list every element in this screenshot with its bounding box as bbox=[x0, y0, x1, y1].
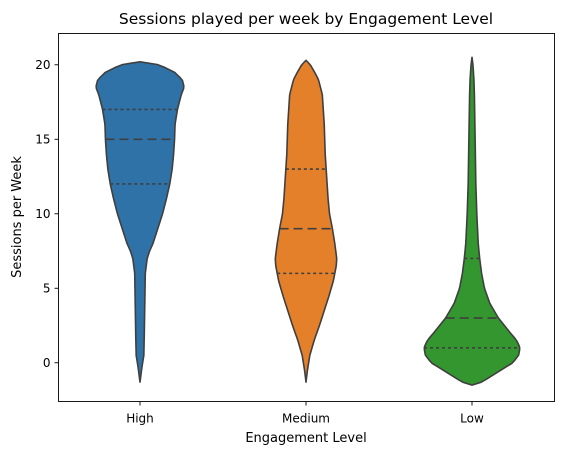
violin-high bbox=[95, 61, 185, 383]
violins-layer bbox=[95, 56, 521, 386]
y-tick-label: 5 bbox=[43, 281, 51, 295]
x-tick-label: Low bbox=[460, 412, 484, 426]
x-axis: High Medium Low bbox=[126, 401, 484, 426]
x-tick-label: Medium bbox=[282, 412, 330, 426]
y-tick-label: 10 bbox=[35, 207, 50, 221]
y-axis: 0 5 10 15 20 bbox=[35, 58, 59, 370]
violin-low bbox=[423, 56, 521, 386]
y-tick-label: 20 bbox=[35, 58, 50, 72]
chart-title: Sessions played per week by Engagement L… bbox=[119, 10, 493, 28]
x-tick-label: High bbox=[126, 412, 154, 426]
y-axis-label: Sessions per Week bbox=[10, 156, 25, 278]
violin-medium bbox=[274, 59, 338, 383]
plot-frame bbox=[58, 33, 555, 402]
x-axis-label: Engagement Level bbox=[245, 431, 366, 446]
y-tick-label: 15 bbox=[35, 132, 50, 146]
y-tick-label: 0 bbox=[43, 356, 51, 370]
